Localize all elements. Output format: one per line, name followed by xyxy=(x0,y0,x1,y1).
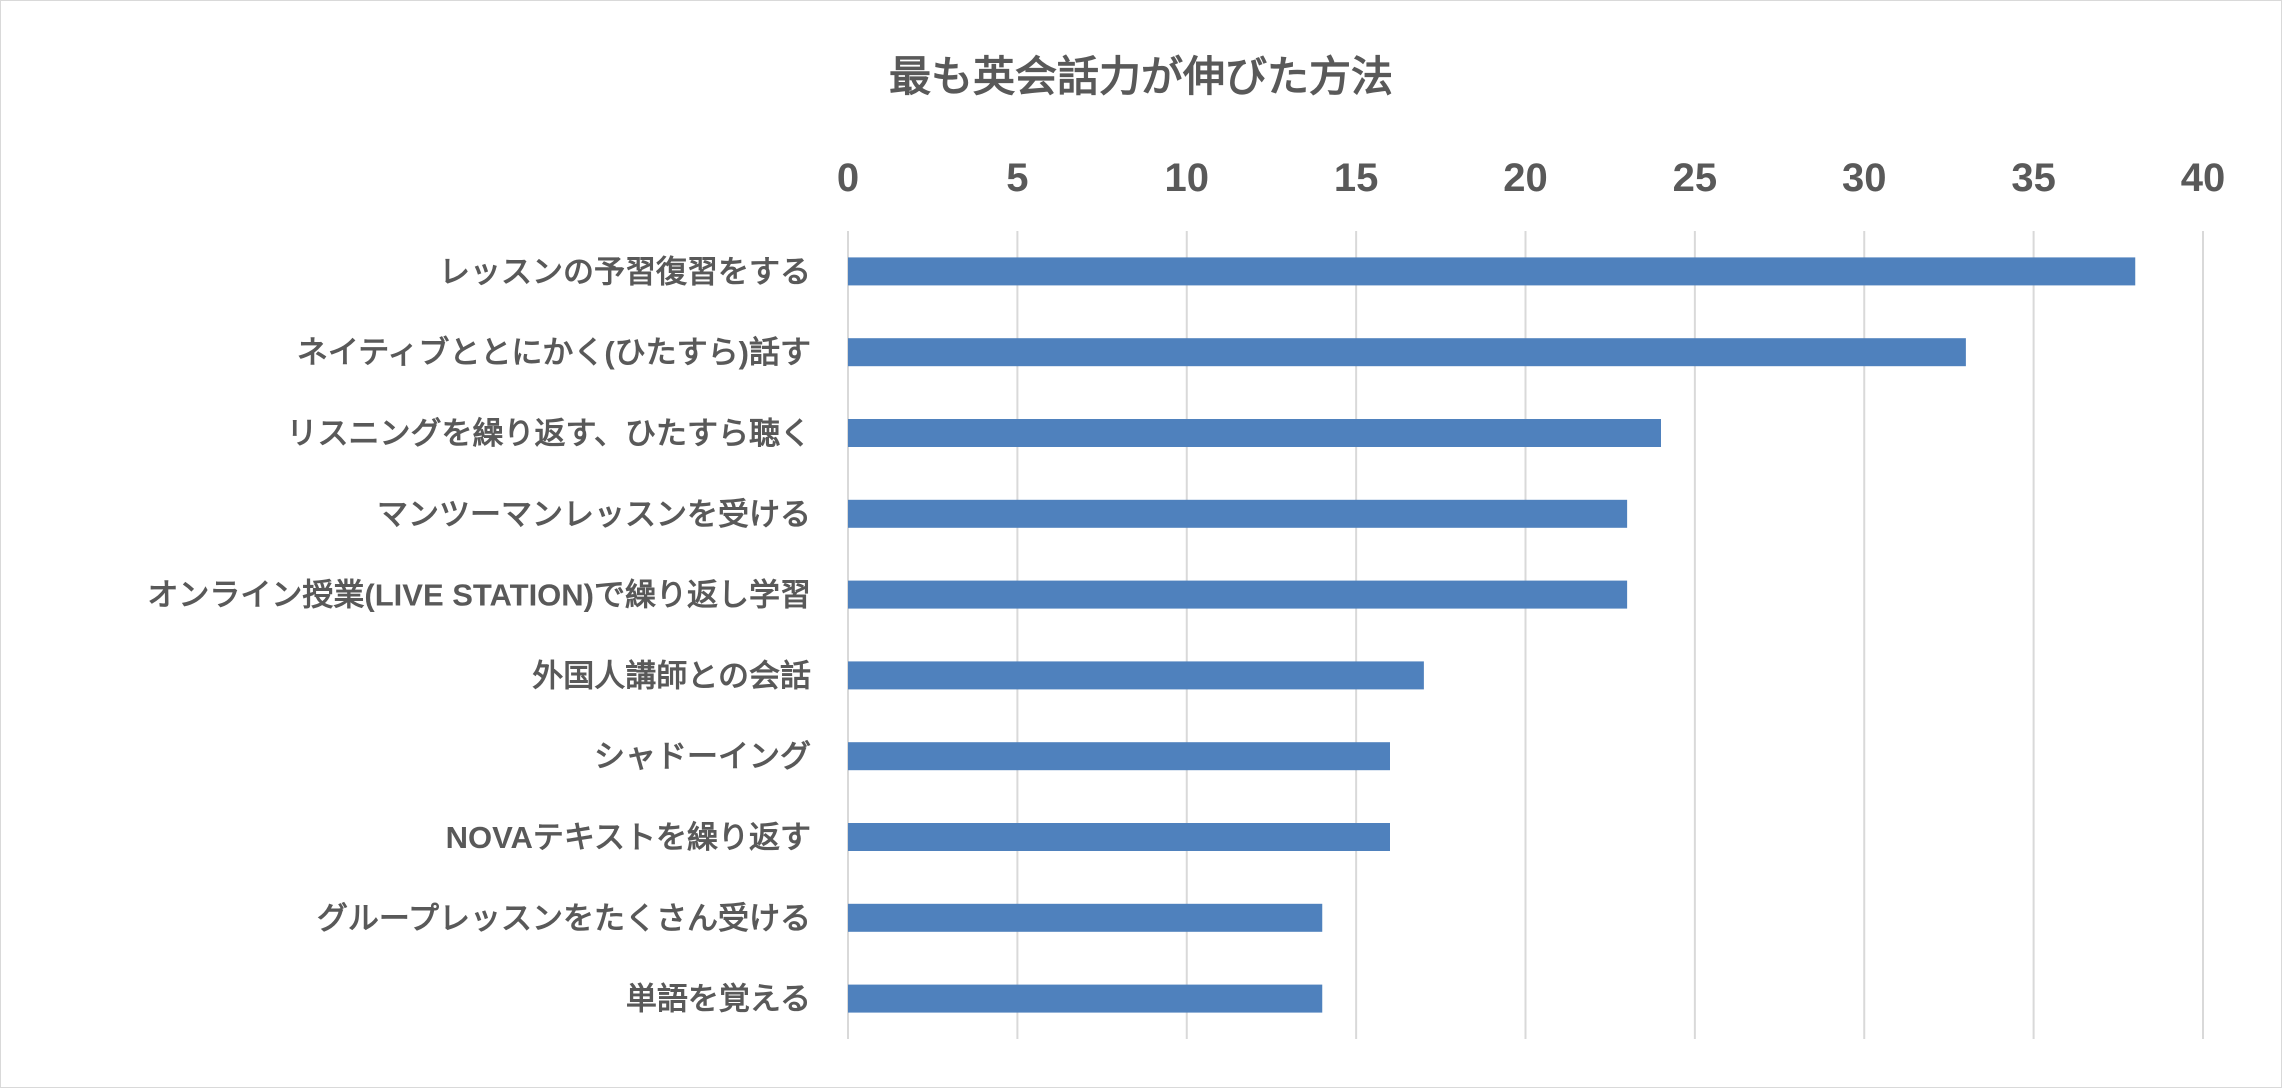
bars xyxy=(848,257,2136,1013)
category-label: マンツーマンレッスンを受ける xyxy=(377,497,811,532)
x-tick-label: 15 xyxy=(1334,156,1379,200)
category-label: リスニングを繰り返す、ひたすら聴く xyxy=(286,416,811,451)
category-labels: レッスンの予習復習をするネイティブととにかく(ひたすら)話すリスニングを繰り返す… xyxy=(147,254,811,1016)
category-label: 外国人講師との会話 xyxy=(532,658,811,693)
x-tick-label: 10 xyxy=(1165,156,1210,200)
category-label: ネイティブととにかく(ひたすら)話す xyxy=(297,335,811,370)
chart-title: 最も英会話力が伸びた方法 xyxy=(889,53,1393,100)
bar xyxy=(848,580,1628,609)
category-label: オンライン授業(LIVE STATION)で繰り返し学習 xyxy=(147,578,811,613)
category-label: レッスンの予習復習をする xyxy=(439,254,811,289)
bar xyxy=(848,257,2136,286)
x-tick-label: 5 xyxy=(1006,156,1028,200)
x-tick-label: 20 xyxy=(1503,156,1548,200)
bar xyxy=(848,499,1628,528)
bar xyxy=(848,984,1323,1013)
bar xyxy=(848,338,1966,367)
bar xyxy=(848,419,1661,447)
bar xyxy=(848,823,1390,851)
x-tick-label: 40 xyxy=(2181,156,2226,200)
x-tick-label: 30 xyxy=(1842,156,1887,200)
category-label: NOVAテキストを繰り返す xyxy=(446,820,811,855)
bar xyxy=(848,742,1390,771)
bar xyxy=(848,903,1323,932)
category-label: シャドーイング xyxy=(594,739,811,774)
category-label: グループレッスンをたくさん受ける xyxy=(317,901,811,936)
bar xyxy=(848,661,1424,690)
x-tick-label: 0 xyxy=(837,156,859,200)
x-tick-label: 25 xyxy=(1673,156,1718,200)
category-label: 単語を覚える xyxy=(626,982,811,1017)
x-tick-label: 35 xyxy=(2011,156,2056,200)
x-axis-tick-labels: 0 5 10 15 20 25 30 35 40 xyxy=(837,156,2225,200)
